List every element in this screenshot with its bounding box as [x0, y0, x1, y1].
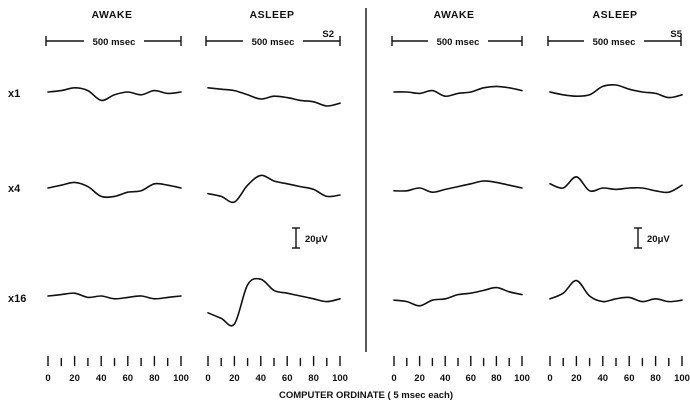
trace-asleep-s2-x1	[207, 87, 341, 107]
x-tick-label: 20	[69, 373, 80, 384]
x-tick-label: 60	[282, 373, 293, 384]
scale-bar-label: 20μV	[305, 234, 328, 245]
row-label-x1: x1	[8, 88, 20, 100]
x-tick-label: 40	[598, 373, 609, 384]
trace-asleep-s5-x4	[549, 176, 683, 194]
time-bar-awake-s2: 500 msec	[45, 34, 182, 48]
row-label-x4: x4	[8, 183, 21, 195]
trace-awake-s5-x16	[393, 286, 523, 307]
waveform-traces	[47, 83, 683, 327]
time-bar-asleep-s5: 500 msec	[547, 34, 682, 48]
trace-awake-s2-x4	[47, 181, 182, 199]
time-bar-awake-s5: 500 msec	[391, 34, 523, 48]
trace-asleep-s5-x1	[549, 83, 683, 99]
trace-awake-s2-x1	[47, 87, 182, 102]
x-tick-label: 20	[229, 373, 240, 384]
x-tick-label: 100	[173, 373, 189, 384]
scale-bar-label: 20μV	[647, 234, 670, 245]
x-tick-label: 80	[650, 373, 661, 384]
x-tick-label: 80	[308, 373, 319, 384]
x-tick-label: 60	[624, 373, 635, 384]
x-tick-label: 40	[96, 373, 107, 384]
trace-asleep-s2-x16	[207, 277, 341, 327]
scale-bar-s5: 20μV	[634, 227, 670, 249]
trace-awake-s2-x16	[47, 292, 182, 300]
x-tick-label: 80	[149, 373, 160, 384]
x-tick-label: 40	[440, 373, 451, 384]
subject-label-s2: S2	[322, 29, 334, 40]
x-tick-label: 80	[491, 373, 502, 384]
panel-title-awake-s5: AWAKE	[433, 9, 474, 21]
time-bar-asleep-s2: 500 msec	[205, 34, 341, 48]
x-tick-label: 60	[123, 373, 134, 384]
time-bar-label: 500 msec	[93, 37, 136, 48]
x-axes: 0 20 40 60 80 100 0 20 40 60 80 100 0 20 40 60 80 100 0 20 4…	[45, 356, 690, 384]
panel-title-awake-s2: AWAKE	[91, 9, 132, 21]
time-bar-label: 500 msec	[593, 37, 636, 48]
x-tick-label: 0	[547, 373, 552, 384]
x-tick-label: 100	[514, 373, 530, 384]
subject-label-s5: S5	[670, 29, 682, 40]
x-tick-label: 0	[205, 373, 210, 384]
x-tick-label: 20	[571, 373, 582, 384]
x-tick-label: 0	[45, 373, 50, 384]
trace-awake-s5-x1	[393, 85, 523, 98]
trace-awake-s5-x4	[393, 180, 523, 194]
x-axis-title: COMPUTER ORDINATE ( 5 msec each)	[279, 390, 453, 401]
panel-title-asleep-s5: ASLEEP	[592, 9, 637, 21]
scale-bar-s2: 20μV	[292, 227, 328, 249]
x-tick-label: 40	[256, 373, 267, 384]
panel-title-asleep-s2: ASLEEP	[249, 9, 294, 21]
row-label-x16: x16	[8, 293, 26, 305]
trace-asleep-s5-x16	[549, 279, 683, 303]
x-tick-label: 20	[414, 373, 425, 384]
trace-asleep-s2-x4	[207, 174, 341, 204]
time-bar-label: 500 msec	[437, 37, 480, 48]
time-bar-label: 500 msec	[252, 37, 295, 48]
x-tick-label: 0	[391, 373, 396, 384]
x-tick-label: 60	[466, 373, 477, 384]
x-tick-label: 100	[332, 373, 348, 384]
x-tick-label: 100	[674, 373, 690, 384]
